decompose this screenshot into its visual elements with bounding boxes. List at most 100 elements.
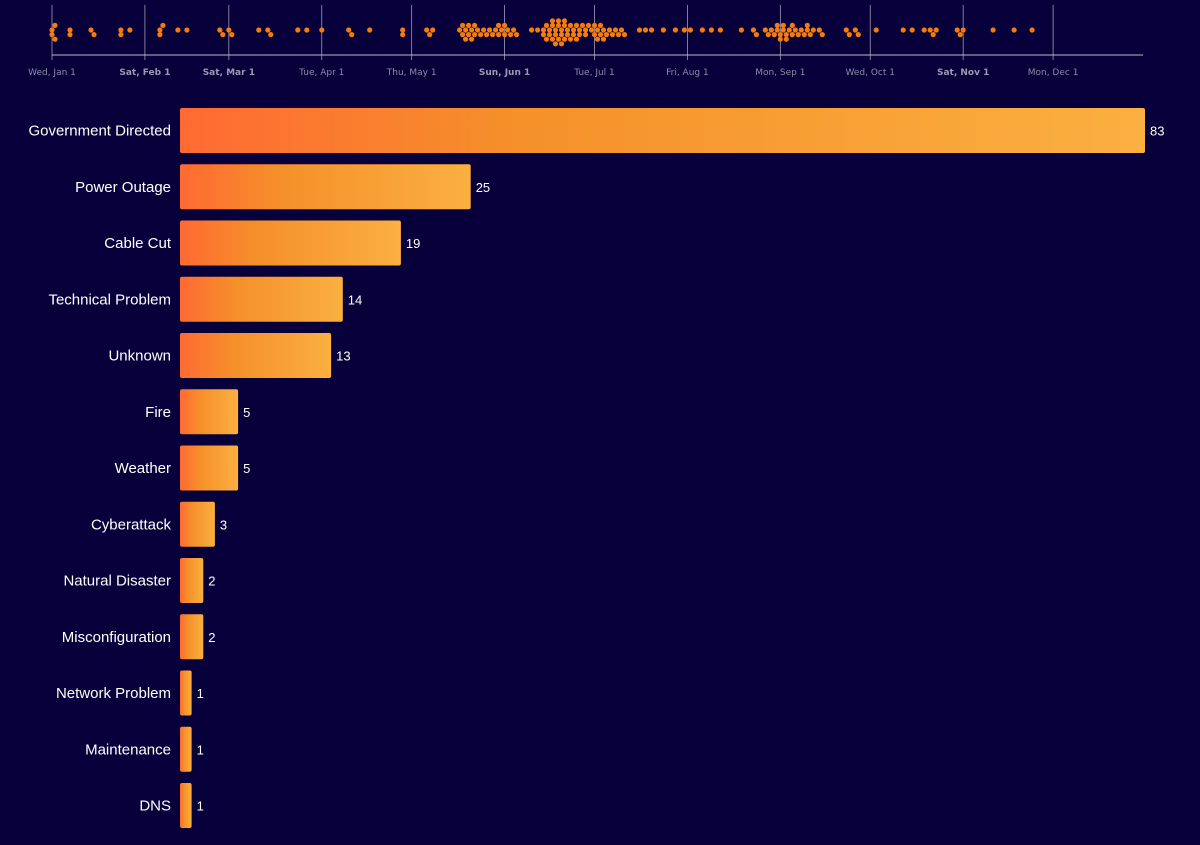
timeline-dot[interactable]	[846, 31, 852, 38]
bar[interactable]	[180, 108, 1145, 153]
timeline-dot[interactable]	[493, 27, 499, 33]
bar[interactable]	[180, 726, 192, 772]
timeline-dot[interactable]	[265, 27, 271, 33]
timeline-dot[interactable]	[582, 31, 589, 38]
bar-row[interactable]: Unknown 13	[108, 333, 351, 378]
timeline-dot[interactable]	[475, 27, 481, 33]
timeline-dot[interactable]	[529, 27, 535, 33]
timeline-dot[interactable]	[496, 31, 502, 38]
timeline-dot[interactable]	[708, 27, 715, 33]
timeline-dot[interactable]	[783, 31, 789, 38]
timeline-dot[interactable]	[118, 27, 124, 33]
bar-row[interactable]: Government Directed 83	[28, 108, 1164, 153]
timeline-dot[interactable]	[508, 31, 514, 38]
timeline-dot[interactable]	[67, 31, 73, 38]
timeline-dot[interactable]	[780, 27, 786, 33]
timeline-dot[interactable]	[549, 18, 556, 24]
timeline-dot[interactable]	[502, 22, 508, 28]
timeline-dot[interactable]	[561, 22, 568, 28]
timeline-dot[interactable]	[855, 31, 861, 38]
bar[interactable]	[180, 783, 192, 828]
timeline-dot[interactable]	[52, 36, 58, 42]
timeline-dot[interactable]	[564, 31, 571, 38]
timeline-dot[interactable]	[555, 36, 562, 42]
timeline-dot[interactable]	[558, 41, 565, 47]
timeline-dot[interactable]	[367, 27, 373, 33]
timeline-dot[interactable]	[484, 31, 490, 38]
timeline-dot[interactable]	[591, 22, 598, 28]
timeline-dot[interactable]	[67, 27, 73, 33]
timeline-dot[interactable]	[543, 36, 550, 42]
timeline-dot[interactable]	[535, 27, 541, 33]
timeline-dot[interactable]	[430, 27, 436, 33]
timeline-dot[interactable]	[184, 27, 190, 33]
timeline-dot[interactable]	[558, 27, 565, 33]
timeline-dot[interactable]	[621, 31, 628, 38]
timeline-dot[interactable]	[546, 31, 553, 38]
timeline-dot[interactable]	[738, 27, 745, 33]
timeline-dot[interactable]	[469, 27, 475, 33]
timeline-dot[interactable]	[304, 27, 310, 33]
bar[interactable]	[180, 276, 343, 322]
timeline-dot[interactable]	[472, 31, 478, 38]
timeline-dot[interactable]	[792, 27, 798, 33]
timeline-dot[interactable]	[783, 36, 789, 42]
timeline-dot[interactable]	[478, 31, 484, 38]
timeline-dot[interactable]	[810, 27, 816, 33]
bar-row[interactable]: Maintenance 1	[85, 726, 204, 772]
timeline-dot[interactable]	[466, 22, 472, 28]
timeline-dot[interactable]	[804, 27, 810, 33]
timeline-dot[interactable]	[226, 27, 232, 33]
timeline-dot[interactable]	[157, 27, 163, 33]
timeline-dot[interactable]	[585, 22, 592, 28]
timeline-dot[interactable]	[400, 31, 406, 38]
bar[interactable]	[180, 164, 471, 210]
timeline-dot[interactable]	[933, 27, 939, 33]
timeline-dot[interactable]	[510, 27, 517, 33]
timeline-dot[interactable]	[750, 27, 757, 33]
timeline-dot[interactable]	[217, 27, 223, 33]
timeline-dot[interactable]	[91, 31, 97, 38]
timeline-dot[interactable]	[909, 27, 915, 33]
timeline-dot[interactable]	[957, 31, 963, 38]
timeline-dot[interactable]	[561, 36, 568, 42]
timeline-dot[interactable]	[852, 27, 858, 33]
timeline-dot[interactable]	[807, 31, 813, 38]
bar[interactable]	[180, 558, 204, 603]
bar-row[interactable]: Cable Cut 19	[104, 220, 420, 266]
bar[interactable]	[180, 389, 239, 435]
timeline-dot[interactable]	[570, 31, 577, 38]
timeline-dot[interactable]	[579, 22, 586, 28]
bar-row[interactable]: Misconfiguration 2	[62, 614, 216, 660]
timeline-dot[interactable]	[466, 31, 472, 38]
timeline-dot[interactable]	[603, 31, 610, 38]
timeline-dot[interactable]	[514, 31, 520, 38]
bar-row[interactable]: Power Outage 25	[75, 164, 490, 210]
timeline-dot[interactable]	[229, 31, 235, 38]
timeline-dot[interactable]	[606, 27, 613, 33]
timeline-dot[interactable]	[804, 22, 810, 28]
timeline-dot[interactable]	[648, 27, 655, 33]
timeline-dot[interactable]	[594, 27, 601, 33]
timeline-dot[interactable]	[900, 27, 906, 33]
timeline-dot[interactable]	[52, 22, 58, 28]
timeline-dot[interactable]	[424, 27, 430, 33]
timeline-dots[interactable]	[49, 18, 1035, 47]
timeline-dot[interactable]	[762, 27, 768, 33]
timeline-dot[interactable]	[573, 22, 580, 28]
timeline-dot[interactable]	[558, 31, 565, 38]
timeline-dot[interactable]	[564, 27, 571, 33]
bar[interactable]	[180, 501, 215, 547]
timeline-dot[interactable]	[127, 27, 133, 33]
timeline-dot[interactable]	[552, 41, 559, 47]
timeline-dot[interactable]	[687, 27, 694, 33]
timeline-dot[interactable]	[543, 22, 550, 28]
timeline-dot[interactable]	[496, 22, 502, 28]
timeline-dot[interactable]	[777, 36, 783, 42]
timeline-dot[interactable]	[681, 27, 688, 33]
timeline-dot[interactable]	[819, 31, 825, 38]
timeline-dot[interactable]	[600, 36, 607, 42]
timeline-dot[interactable]	[801, 31, 807, 38]
timeline-dot[interactable]	[594, 36, 601, 42]
timeline-dot[interactable]	[765, 31, 771, 38]
